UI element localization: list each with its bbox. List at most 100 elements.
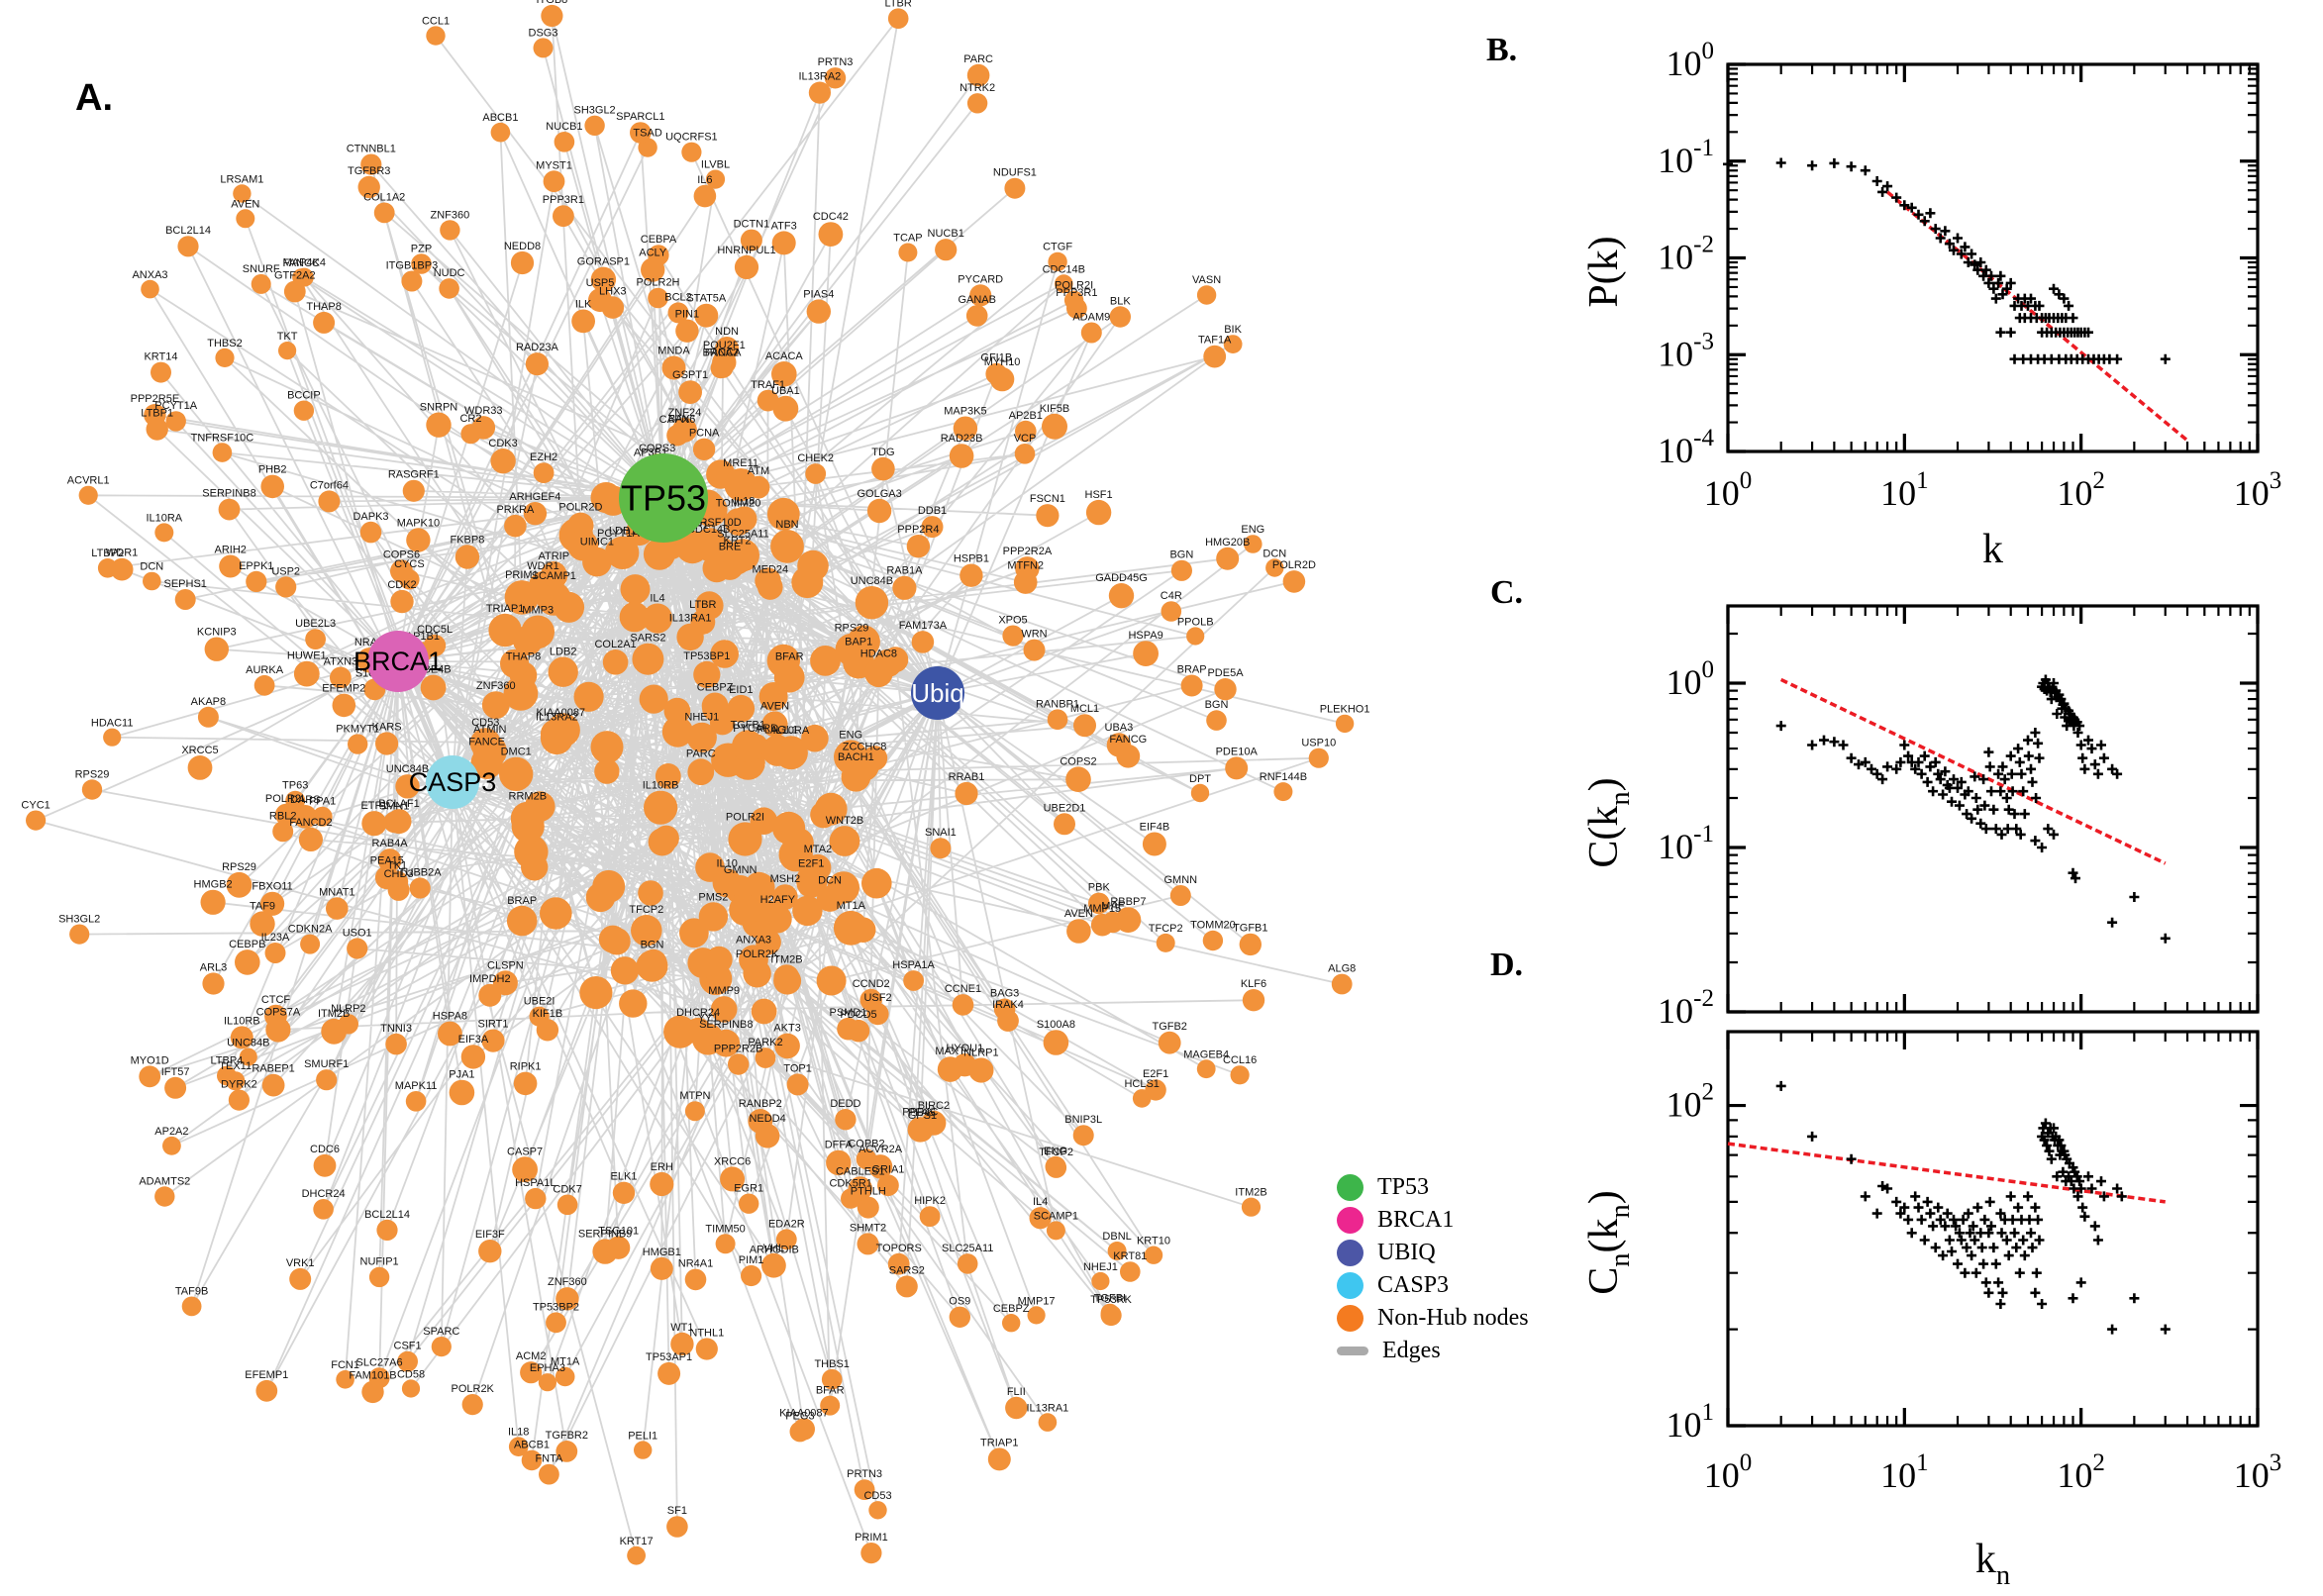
gene-node — [650, 1256, 673, 1280]
gene-node — [740, 229, 762, 251]
gene-node — [454, 545, 480, 569]
chart-B-xaxis-title: k — [1982, 527, 2003, 572]
gene-label: CEBPZ — [697, 682, 734, 694]
gene-node — [374, 865, 399, 890]
gene-label: ABCB1 — [482, 112, 518, 124]
gene-node — [1100, 1303, 1120, 1323]
gene-node — [321, 1018, 348, 1045]
gene-label: ARHGDIB — [750, 1245, 799, 1256]
gene-node — [81, 779, 103, 800]
gene-label: DCN — [1262, 548, 1286, 559]
gene-label: UBE2D1 — [1044, 802, 1086, 814]
gene-label: KIAA0087 — [779, 1407, 829, 1419]
chart-C-ytick-label: 100 — [1666, 656, 1715, 702]
gene-node — [1090, 913, 1114, 937]
gene-label: TOP1 — [783, 1063, 812, 1075]
gene-label: GMNN — [1163, 874, 1197, 886]
gene-node — [935, 239, 958, 261]
gene-node — [758, 574, 783, 600]
gene-label: COPS3 — [639, 443, 675, 454]
gene-label: UBE2I — [524, 996, 556, 1008]
hub-label-brca1: BRCA1 — [354, 647, 443, 676]
gene-node — [859, 988, 882, 1012]
gene-label: CDC5L — [417, 624, 453, 636]
gene-label: PYCARD — [958, 273, 1003, 285]
gene-label: SH3GL2 — [58, 914, 100, 926]
gene-node — [850, 917, 876, 943]
gene-node — [804, 853, 832, 881]
gene-label: KIAA0087 — [537, 707, 586, 719]
gene-label: TSAD — [633, 127, 661, 139]
gene-label: MT1A — [837, 900, 866, 912]
gene-node — [260, 474, 285, 499]
gene-label: POLR2H — [636, 277, 679, 289]
gene-node — [692, 438, 716, 460]
gene-label: SMN1 — [379, 801, 410, 813]
gene-node — [375, 732, 399, 755]
gene-label: MMP3 — [522, 605, 554, 617]
gene-node — [154, 1186, 175, 1207]
gene-node — [181, 1296, 202, 1317]
gene-label: CD58 — [397, 1368, 425, 1380]
gene-node — [821, 1368, 843, 1390]
gene-label: TNFRSF10C — [191, 432, 254, 444]
nonhub-swatch-icon — [1337, 1305, 1364, 1332]
gene-node — [775, 1229, 797, 1250]
gene-node — [810, 801, 837, 829]
gene-label: COPS6 — [383, 549, 420, 560]
gene-node — [1043, 1030, 1069, 1055]
gene-label: RAD23B — [941, 433, 983, 445]
gene-node — [661, 355, 686, 380]
gene-node — [684, 1101, 705, 1122]
gene-node — [556, 1441, 578, 1462]
gene-node — [997, 1010, 1019, 1032]
gene-label: PARC — [963, 53, 993, 65]
gene-node — [745, 871, 773, 901]
gene-label: ABCB1 — [514, 1440, 550, 1451]
hub-node-ubiq — [911, 666, 964, 720]
gene-label: MAPK11 — [395, 1080, 438, 1092]
gene-node — [895, 1275, 918, 1298]
gene-label: CDC14B — [687, 524, 730, 536]
gene-node — [278, 342, 297, 360]
gene-label: PDE5A — [1207, 667, 1244, 679]
gene-node — [1242, 989, 1265, 1012]
gene-label: THAP8 — [306, 301, 341, 313]
gene-node — [678, 380, 702, 404]
gene-label: EIF4B — [1140, 822, 1170, 834]
gene-node — [1203, 345, 1227, 368]
panel-label-b: B. — [1486, 32, 1518, 68]
gene-label: ZNF360 — [548, 1276, 587, 1288]
gene-label: CTCF — [261, 994, 291, 1006]
gene-label: MRE11 — [723, 457, 758, 469]
gene-node — [1029, 1207, 1052, 1230]
gene-label: WNT2B — [826, 815, 864, 827]
chart-B-data-points — [1723, 157, 2171, 364]
legend-item-brca1: BRCA1 — [1337, 1204, 1529, 1237]
gene-node — [766, 644, 800, 678]
gene-label: HSPA1L — [515, 1177, 556, 1189]
gene-node — [867, 1154, 893, 1179]
gene-label: NTHL1 — [689, 1327, 724, 1339]
gene-label: TGFB2 — [1152, 1021, 1186, 1033]
gene-label: WT1 — [670, 1322, 693, 1334]
gene-label: CABLES1 — [836, 1165, 885, 1177]
gene-node — [261, 1073, 285, 1097]
gene-label: POLR2I — [1055, 280, 1093, 292]
gene-node — [218, 498, 241, 521]
gene-node — [720, 1166, 746, 1192]
gene-node — [810, 646, 841, 676]
gene-node — [525, 1187, 547, 1210]
gene-label: PLEKHO1 — [1320, 704, 1370, 716]
gene-node — [601, 296, 625, 319]
gene-label: NDN — [715, 326, 739, 338]
gene-node — [283, 280, 306, 303]
gene-node — [1142, 832, 1166, 856]
gene-node — [639, 684, 668, 714]
gene-node — [513, 1071, 538, 1096]
tp53-swatch-icon — [1337, 1174, 1364, 1201]
gene-node — [360, 153, 382, 175]
gene-node — [405, 1091, 427, 1112]
gene-label: NLRP2 — [331, 1003, 365, 1015]
legend-label: TP53 — [1377, 1174, 1430, 1200]
